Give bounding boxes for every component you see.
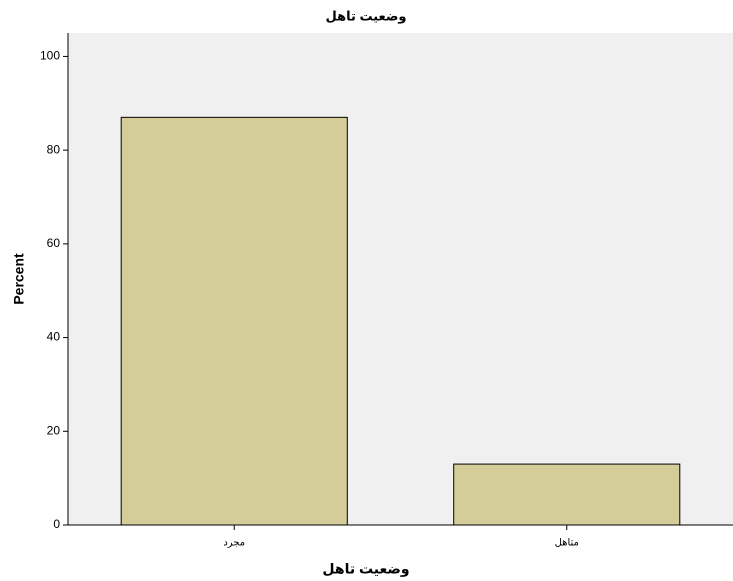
bar: [453, 463, 681, 526]
x-axis-title: وضعیت تاهل: [322, 561, 409, 578]
chart-title: وضعیت تاهل: [325, 8, 406, 23]
bar: [120, 116, 348, 526]
y-tick-label: 80: [47, 142, 61, 156]
y-tick-label: 60: [47, 236, 61, 250]
y-tick-label: 40: [47, 330, 61, 344]
y-tick-label: 100: [40, 49, 60, 63]
y-tick-label: 20: [47, 423, 61, 437]
y-tick-label: 0: [53, 517, 60, 531]
x-tick-label: مجرد: [223, 538, 245, 549]
y-axis-title: Percent: [11, 253, 27, 305]
x-tick-label: متاهل: [555, 538, 579, 549]
